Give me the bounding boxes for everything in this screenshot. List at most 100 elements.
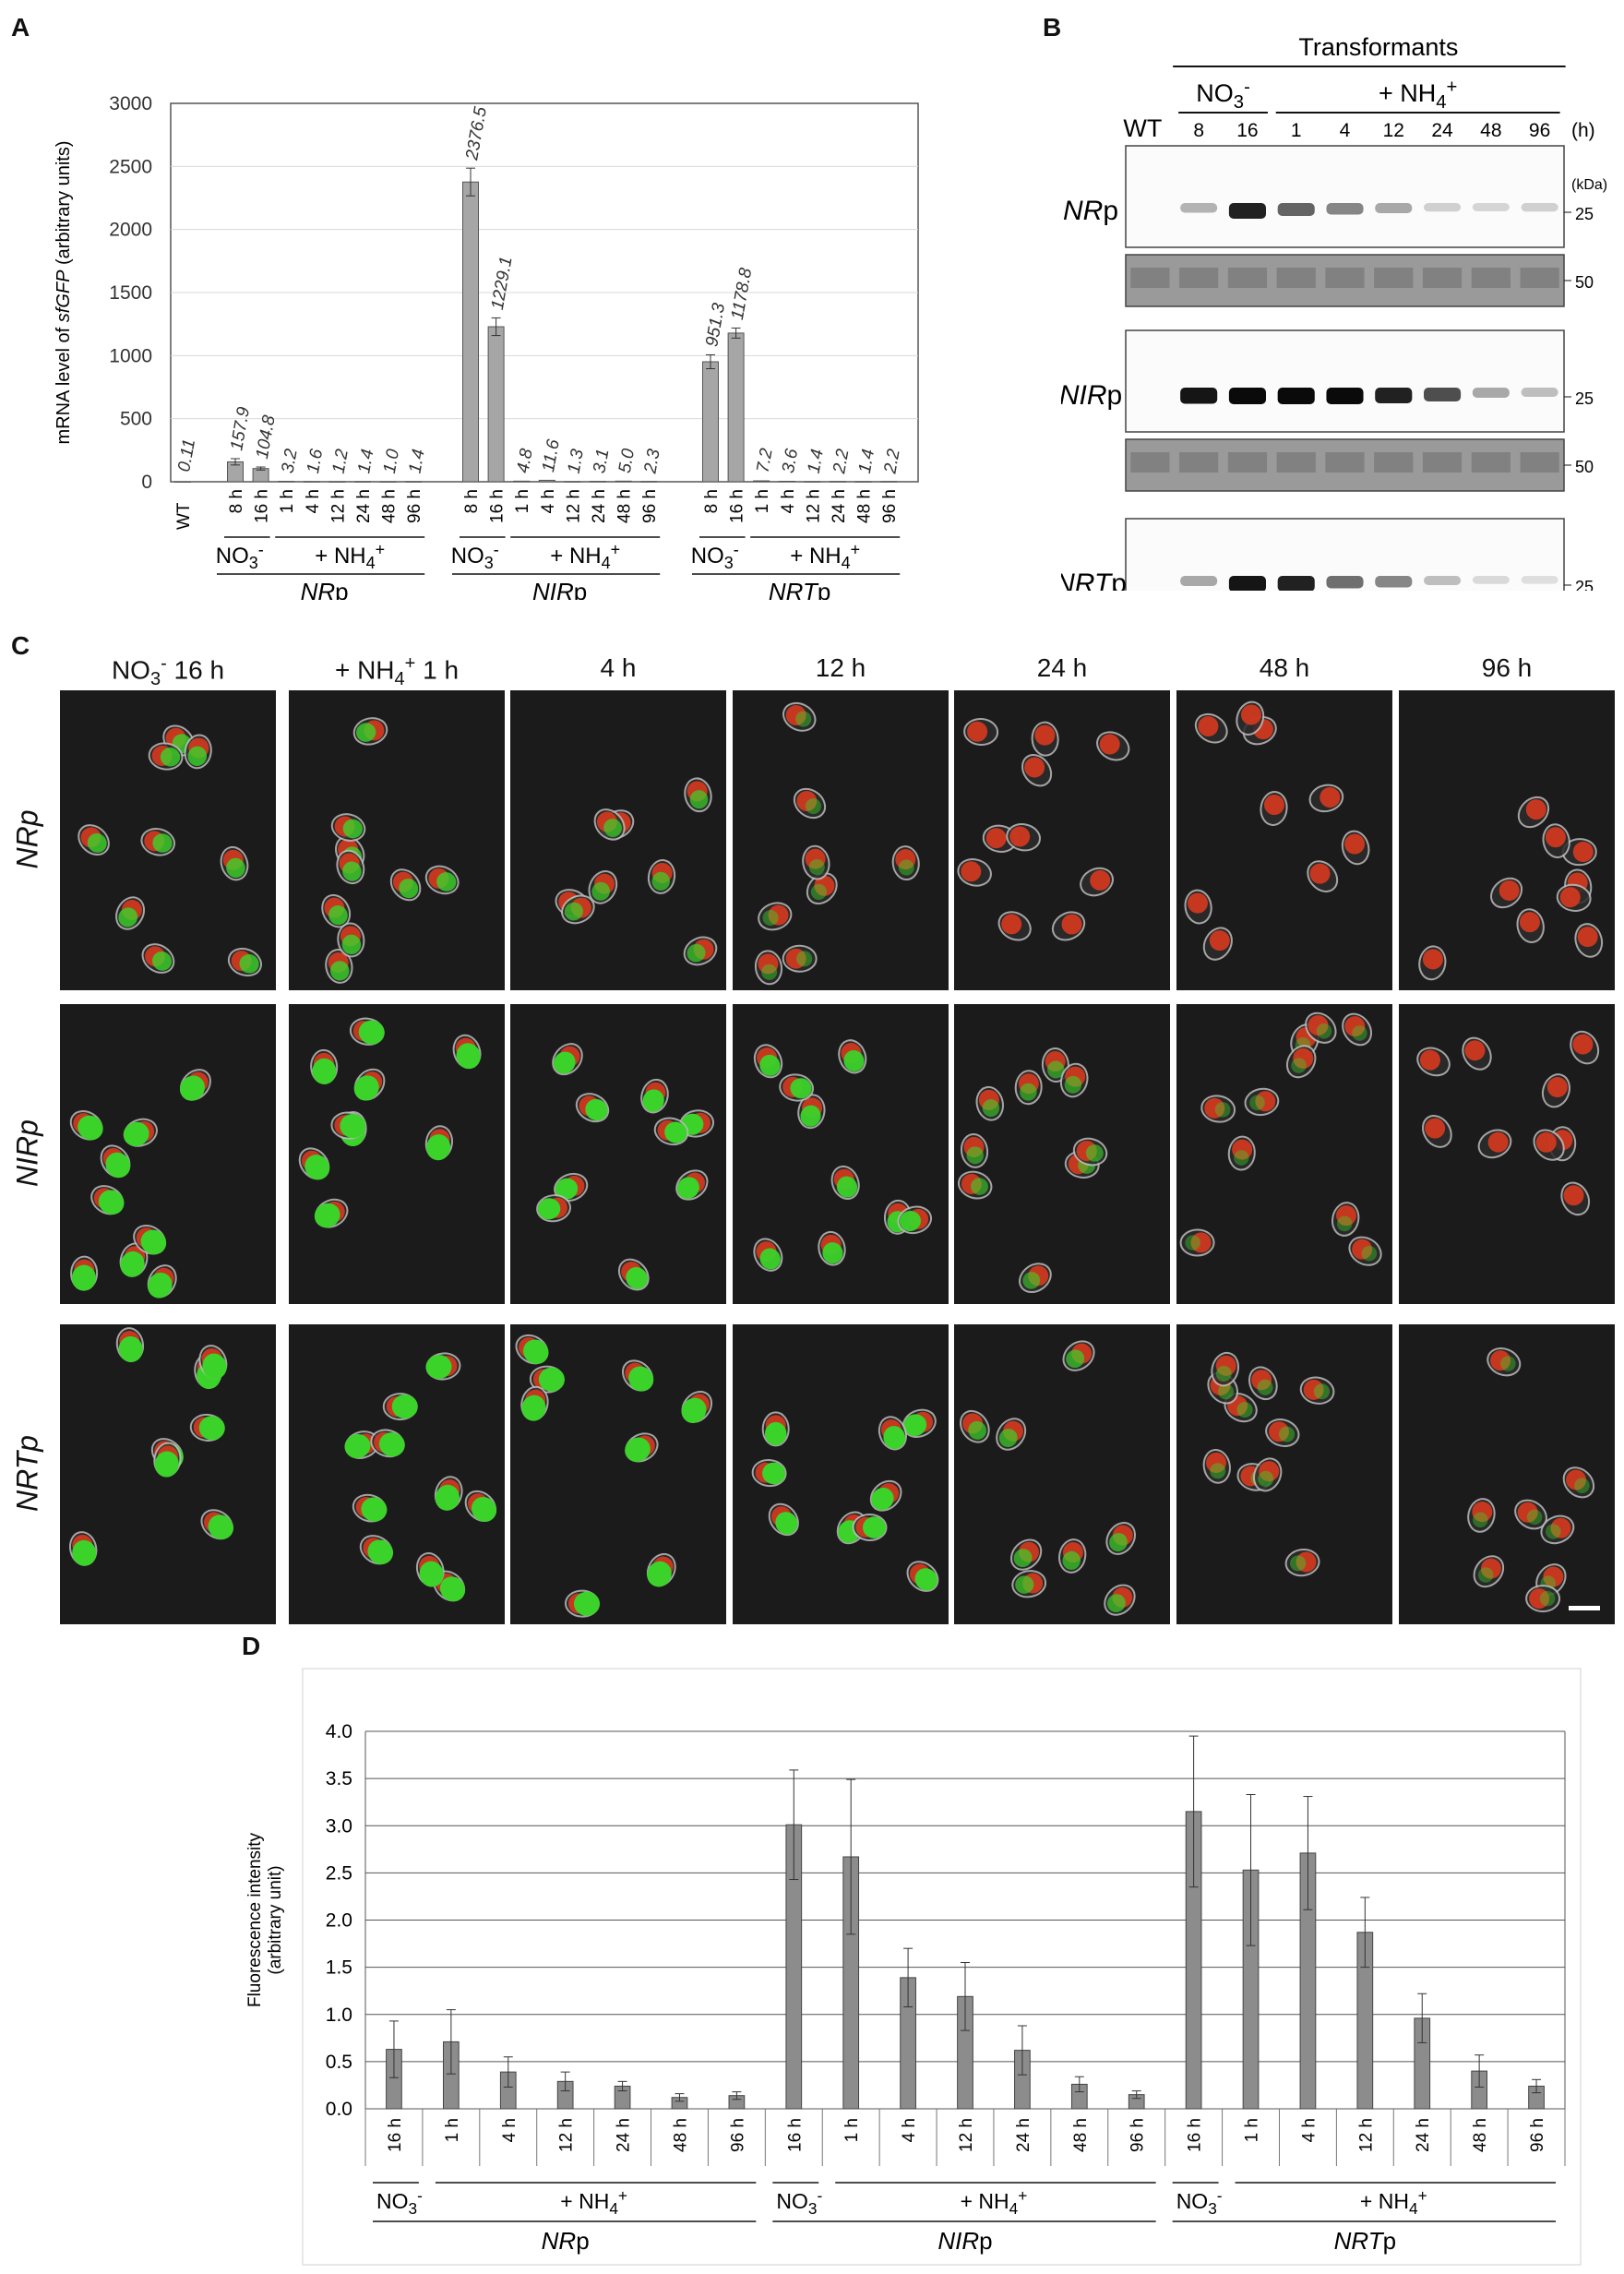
cell bbox=[1104, 1584, 1136, 1616]
blot-row-label: NIRp bbox=[1061, 380, 1122, 411]
cell bbox=[1341, 830, 1370, 866]
x-tick-label: 16 h bbox=[785, 2118, 805, 2152]
y-tick-label: 3.0 bbox=[326, 1815, 352, 1837]
chloroplast bbox=[1090, 869, 1111, 891]
micrograph-svg bbox=[536, 1043, 715, 1291]
nh4-label: + NH4+ bbox=[790, 541, 860, 572]
cell bbox=[1051, 911, 1086, 941]
gfp-signal bbox=[790, 1078, 812, 1099]
cell bbox=[1533, 1129, 1565, 1161]
chart-d-fluorescence: 0.0 0.5 1.0 1.5 2.0 2.5 3.0 3.5 4.0 Fluorescence … bbox=[245, 1668, 1582, 2266]
cell bbox=[621, 1359, 654, 1392]
group-name: NRTp bbox=[769, 578, 830, 600]
gfp-signal bbox=[71, 1264, 96, 1291]
cell bbox=[1179, 1228, 1215, 1257]
micrograph-cell bbox=[510, 1004, 726, 1304]
gfp-signal bbox=[1361, 1245, 1378, 1262]
blot-band bbox=[1472, 203, 1510, 211]
gfp-signal bbox=[651, 871, 670, 891]
gfp-signal bbox=[105, 1152, 131, 1179]
loading-band bbox=[1179, 452, 1219, 473]
gfp-signal bbox=[871, 1488, 894, 1511]
cell bbox=[1305, 1011, 1337, 1044]
gfp-signal bbox=[1020, 1083, 1037, 1101]
cell bbox=[1514, 1499, 1547, 1530]
gfp-signal bbox=[152, 833, 173, 853]
x-label-wt: WT bbox=[174, 502, 194, 530]
cell bbox=[957, 858, 992, 887]
chloroplast bbox=[1024, 757, 1045, 778]
gfp-signal bbox=[971, 1178, 988, 1195]
value-label: 2.3 bbox=[640, 447, 664, 475]
cell bbox=[647, 859, 676, 894]
x-tick-label: 12 h bbox=[957, 2118, 976, 2152]
nh4-label: + NH4+ bbox=[560, 2186, 627, 2218]
micrograph-cell bbox=[60, 1004, 276, 1304]
cell bbox=[588, 870, 618, 904]
gfp-signal bbox=[456, 1043, 481, 1070]
no3-label: NO3- bbox=[376, 2186, 423, 2218]
x-tick-label: 4 h bbox=[779, 489, 798, 513]
gfp-signal bbox=[899, 1211, 921, 1232]
blot-band bbox=[1228, 203, 1266, 219]
x-tick-label: 48 h bbox=[671, 2118, 690, 2152]
cell bbox=[1202, 927, 1233, 961]
y-tick-label: 500 bbox=[120, 409, 152, 430]
gfp-signal bbox=[664, 1121, 687, 1143]
cell bbox=[959, 1409, 990, 1443]
group-name: NRp bbox=[301, 578, 349, 600]
y-tick-label: 1500 bbox=[109, 282, 152, 304]
no3-label: NO3- bbox=[451, 541, 499, 572]
gfp-signal bbox=[762, 1462, 786, 1485]
micrograph-header: 48 h bbox=[1259, 653, 1310, 682]
y-tick-label: 2.0 bbox=[326, 1910, 352, 1932]
micrograph-svg bbox=[344, 1352, 497, 1602]
chloroplast bbox=[1344, 1016, 1366, 1037]
cell bbox=[1096, 731, 1130, 761]
gfp-signal bbox=[800, 1105, 821, 1127]
gfp-signal bbox=[573, 1591, 600, 1616]
cell bbox=[1253, 1457, 1283, 1492]
cell bbox=[653, 1117, 689, 1146]
x-tick-label: 96 h bbox=[405, 489, 424, 523]
cell bbox=[140, 828, 176, 856]
cell bbox=[184, 734, 212, 770]
cell bbox=[554, 1172, 589, 1203]
cell bbox=[464, 1490, 497, 1523]
cell bbox=[90, 1185, 125, 1215]
cell bbox=[1331, 1202, 1360, 1237]
no3-label: NO3- bbox=[776, 2186, 822, 2218]
x-tick-label: 1 h bbox=[513, 489, 532, 513]
x-tick-label: 16 h bbox=[728, 489, 747, 523]
gfp-signal bbox=[1313, 1383, 1331, 1400]
gfp-signal bbox=[87, 832, 107, 853]
panel-letter-b: B bbox=[1043, 13, 1062, 42]
chloroplast bbox=[1525, 799, 1546, 820]
micrograph-svg bbox=[957, 717, 1130, 941]
gfp-signal bbox=[1500, 1356, 1516, 1371]
gfp-signal bbox=[759, 1248, 781, 1270]
y-tick-label: 0 bbox=[141, 472, 152, 493]
chloroplast bbox=[1535, 1131, 1557, 1153]
chloroplast bbox=[1543, 1566, 1564, 1587]
value-label: 1.2 bbox=[329, 448, 352, 475]
gfp-signal bbox=[676, 1177, 699, 1199]
bar bbox=[854, 481, 872, 483]
x-tick-label: 4 h bbox=[500, 2118, 519, 2142]
chloroplast bbox=[796, 790, 818, 811]
chloroplast bbox=[1259, 1461, 1280, 1482]
gfp-signal bbox=[355, 723, 376, 742]
gfp-signal bbox=[361, 1497, 388, 1522]
gfp-signal bbox=[822, 1242, 843, 1264]
cell bbox=[1517, 796, 1550, 829]
chloroplast bbox=[1472, 1502, 1493, 1523]
gfp-signal bbox=[775, 1512, 798, 1535]
cell bbox=[1010, 1538, 1043, 1571]
gfp-signal bbox=[642, 1089, 664, 1112]
blot-band bbox=[1424, 203, 1462, 212]
value-label: 3.2 bbox=[278, 447, 301, 474]
gfp-signal bbox=[140, 1229, 167, 1255]
cell bbox=[997, 911, 1032, 941]
cell bbox=[753, 1238, 783, 1272]
